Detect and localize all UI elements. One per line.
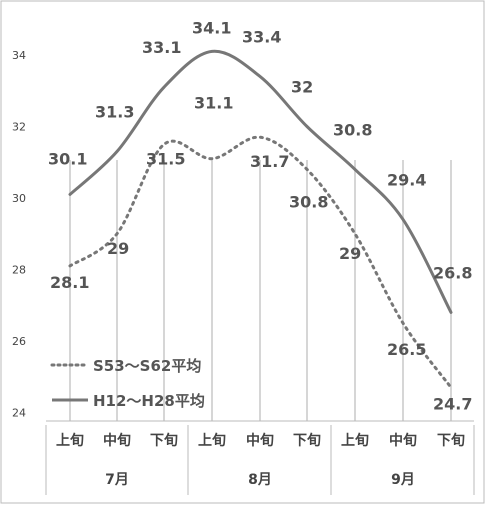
- y-tick-label: 34: [12, 49, 26, 62]
- y-tick-label: 30: [12, 192, 26, 205]
- x-category-label: 上旬: [198, 432, 226, 449]
- x-group-label: 7月: [105, 472, 129, 488]
- data-label: 32: [291, 78, 313, 97]
- legend-entry-s53-s62: S53〜S62平均: [93, 357, 201, 375]
- data-label: 34.1: [192, 18, 231, 37]
- data-label: 31.5: [146, 149, 185, 168]
- x-category-label: 下旬: [150, 432, 178, 449]
- x-category-label: 上旬: [56, 432, 84, 449]
- y-tick-label: 24: [12, 407, 26, 420]
- data-label: 29: [339, 244, 361, 263]
- data-label: 30.1: [48, 149, 87, 168]
- data-label: 30.8: [289, 192, 328, 211]
- x-group-label: 8月: [248, 472, 272, 488]
- legend-entry-h12-h28: H12〜H28平均: [93, 392, 205, 410]
- data-label: 26.8: [433, 263, 472, 282]
- y-tick-label: 28: [12, 264, 26, 277]
- data-label: 33.4: [242, 27, 281, 46]
- data-label: 24.7: [433, 394, 472, 413]
- x-category-label: 下旬: [437, 432, 465, 449]
- data-label: 33.1: [142, 38, 181, 57]
- data-label: 29.4: [387, 170, 426, 189]
- y-tick-label: 32: [12, 121, 26, 134]
- data-label: 30.8: [333, 120, 372, 139]
- data-label: 31.1: [194, 94, 233, 113]
- x-category-label: 中旬: [246, 432, 274, 449]
- data-label: 29: [107, 239, 129, 258]
- x-group-label: 9月: [391, 472, 415, 488]
- x-category-label: 上旬: [341, 432, 369, 449]
- data-label: 26.5: [387, 340, 426, 359]
- series-line-s53-s62: [68, 135, 453, 389]
- x-category-label: 下旬: [293, 432, 321, 449]
- data-label: 31.7: [250, 152, 289, 171]
- x-category-label: 中旬: [103, 432, 131, 449]
- series-line-h12-h28: [68, 49, 453, 314]
- x-category-label: 中旬: [389, 432, 417, 449]
- y-tick-label: 26: [12, 335, 26, 348]
- data-label: 28.1: [50, 273, 89, 292]
- data-label: 31.3: [95, 103, 134, 122]
